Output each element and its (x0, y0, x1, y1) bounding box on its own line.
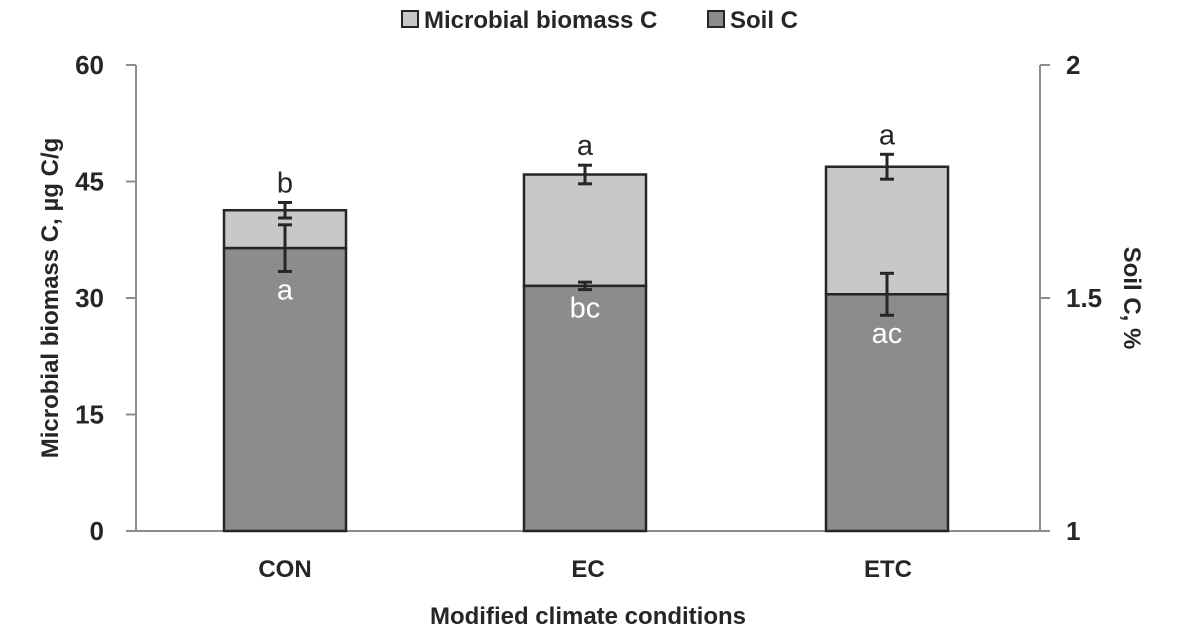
bar-soil-ec (522, 284, 648, 533)
bar-soil-con (222, 246, 348, 533)
bar-soil-etc (824, 293, 950, 533)
bar-microbial-ec (522, 173, 648, 288)
right-tick-label: 2 (1066, 50, 1080, 80)
category-label-con: CON (258, 556, 311, 583)
right-tick-label: 1 (1066, 516, 1080, 546)
significance-letter-soil-ec: bc (570, 293, 601, 325)
significance-letter-soil-etc: ac (872, 318, 903, 350)
right-tick-label: 1.5 (1066, 283, 1102, 313)
bars-group: b a a bc a ac (222, 119, 950, 533)
legend-label-microbial: Microbial biomass C (424, 7, 657, 34)
left-tick-label: 45 (75, 167, 104, 197)
left-tick-label: 15 (75, 400, 104, 430)
left-axis-ticks: 0 15 30 45 60 (75, 50, 136, 546)
legend-label-soil: Soil C (730, 7, 798, 34)
significance-letter-soil-con: a (277, 274, 294, 306)
significance-letter-microbial-con: b (277, 167, 293, 199)
category-label-ec: EC (571, 556, 604, 583)
significance-letter-microbial-ec: a (577, 130, 594, 162)
significance-letter-microbial-etc: a (879, 119, 896, 151)
left-tick-label: 30 (75, 283, 104, 313)
y-axis-title-right: Soil C, % (1118, 247, 1145, 350)
legend: Microbial biomass C Soil C (401, 7, 798, 34)
y-axis-title-left: Microbial biomass C, µg C/g (37, 138, 64, 459)
left-tick-label: 0 (90, 516, 104, 546)
left-tick-label: 60 (75, 50, 104, 80)
legend-swatch-microbial (401, 10, 419, 28)
x-axis-title: Modified climate conditions (430, 603, 746, 630)
legend-swatch-soil (707, 10, 725, 28)
right-axis-ticks: 1 1.5 2 (1040, 50, 1102, 546)
category-label-etc: ETC (864, 556, 912, 583)
